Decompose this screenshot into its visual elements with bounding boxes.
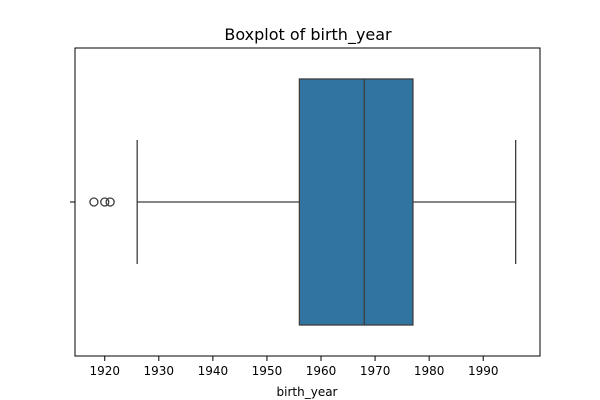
x-tick-label: 1990 bbox=[468, 364, 499, 378]
x-tick-label: 1960 bbox=[306, 364, 337, 378]
iqr-box bbox=[298, 78, 414, 326]
x-tick-label: 1950 bbox=[252, 364, 283, 378]
outlier-point bbox=[100, 197, 110, 207]
x-axis-ticks: 1920 1930 1940 1950 1960 1970 1980 1990 bbox=[89, 356, 499, 378]
x-tick-label: 1940 bbox=[198, 364, 229, 378]
x-tick-label: 1930 bbox=[144, 364, 175, 378]
outlier-point bbox=[89, 197, 99, 207]
outlier-point bbox=[105, 197, 115, 207]
chart-marks bbox=[89, 78, 517, 326]
x-tick-label: 1980 bbox=[414, 364, 445, 378]
x-axis-label: birth_year bbox=[277, 385, 338, 399]
x-tick-label: 1920 bbox=[89, 364, 120, 378]
x-tick-label: 1970 bbox=[360, 364, 391, 378]
chart-title: Boxplot of birth_year bbox=[224, 25, 392, 45]
